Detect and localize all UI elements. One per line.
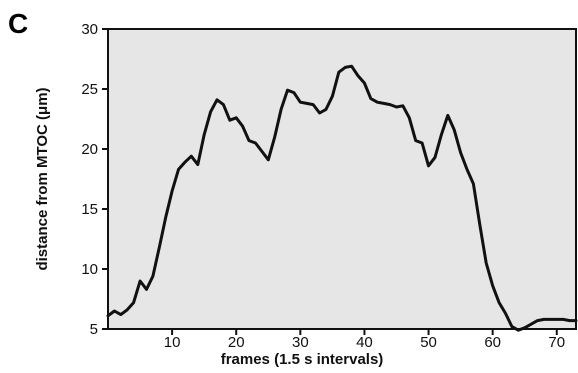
series-line <box>106 64 578 332</box>
x-tick-label: 20 <box>228 334 245 351</box>
x-tick-label: 50 <box>420 334 437 351</box>
y-tick-label: 15 <box>81 201 98 218</box>
x-tick-label: 40 <box>356 334 373 351</box>
y-tick-label: 10 <box>81 261 98 278</box>
x-tick-label: 30 <box>292 334 309 351</box>
y-tick-label: 30 <box>81 21 98 38</box>
x-tick-label: 10 <box>164 334 181 351</box>
y-tick-label: 5 <box>90 321 98 338</box>
plot-area <box>107 28 577 330</box>
x-tick-label: 60 <box>484 334 501 351</box>
y-axis-label: distance from MTOC (μm) <box>34 87 51 270</box>
x-tick-label: 70 <box>548 334 565 351</box>
x-axis-ticks: 10 20 30 40 50 60 70 <box>164 329 565 351</box>
y-tick-label: 20 <box>81 141 98 158</box>
x-axis-label: frames (1.5 s intervals) <box>221 351 384 368</box>
y-axis-ticks: 5 10 15 20 25 30 <box>81 21 108 338</box>
panel-label: C <box>8 8 28 39</box>
y-tick-label: 25 <box>81 81 98 98</box>
